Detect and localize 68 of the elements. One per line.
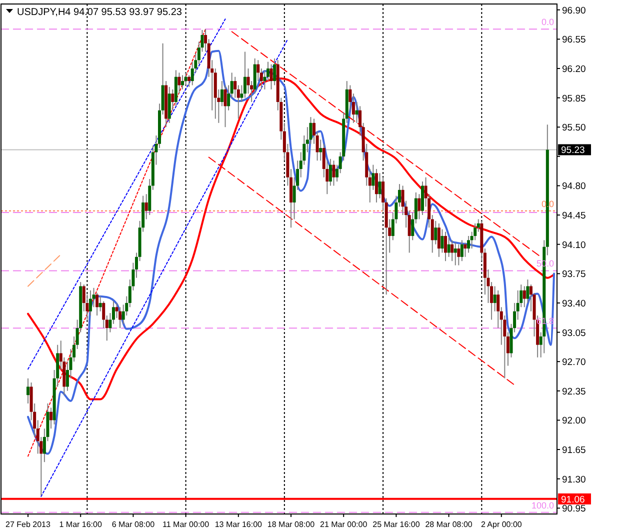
x-tick-label: 21 Mar 00:00: [320, 520, 368, 529]
x-tick-label: 11 Mar 00:00: [162, 520, 210, 529]
y-tick-label: 95.85: [562, 93, 586, 104]
candlestick: [98, 296, 102, 312]
y-tick-label: 92.70: [562, 357, 586, 368]
candlestick: [444, 231, 448, 262]
y-tick-label: 96.90: [562, 5, 586, 16]
y-tick-label: 91.65: [562, 445, 586, 456]
ref-line-label: 91.06: [561, 494, 585, 506]
candlestick: [374, 168, 378, 203]
candlestick: [50, 407, 53, 430]
candlestick: [184, 72, 188, 86]
y-tick-label: 93.75: [562, 269, 586, 280]
candlestick: [270, 64, 273, 90]
y-tick-label: 95.50: [562, 122, 586, 134]
candlestick: [493, 286, 496, 312]
candlestick: [454, 242, 457, 266]
candlestick: [118, 306, 122, 329]
x-tick-label: 2 Apr 00:00: [480, 520, 522, 529]
y-tick-label: 94.10: [562, 240, 586, 251]
candlestick: [467, 235, 470, 254]
y-tick-label: 91.30: [562, 474, 586, 486]
candlestick: [26, 378, 30, 404]
candlestick: [171, 88, 174, 111]
x-tick-label: 28 Mar 08:00: [425, 520, 473, 529]
candlestick: [464, 242, 467, 258]
candlestick: [181, 74, 184, 90]
x-tick-label: 6 Mar 08:00: [112, 520, 156, 529]
x-tick-label: 18 Mar 08:00: [267, 520, 316, 529]
y-tick-label: 92.35: [562, 386, 586, 398]
ref-line-label: 95.23: [561, 145, 585, 156]
y-tick-label: 93.40: [562, 298, 586, 310]
candlestick: [440, 228, 444, 254]
y-tick-label: 90.95: [562, 504, 586, 515]
candlestick: [144, 194, 148, 220]
candlestick: [460, 240, 464, 262]
candlestick: [437, 222, 440, 258]
candlestick: [450, 240, 454, 262]
x-tick-label: 25 Mar 16:00: [372, 520, 420, 529]
y-tick-label: 96.55: [562, 34, 586, 46]
candlestick: [332, 160, 336, 186]
x-tick-label: 13 Mar 16:00: [214, 520, 263, 529]
y-tick-label: 93.05: [562, 328, 586, 339]
x-tick-label: 1 Mar 16:00: [59, 520, 102, 529]
candlestick: [188, 74, 191, 88]
candlestick: [522, 286, 526, 308]
y-tick-label: 94.80: [562, 181, 586, 192]
candlestick: [418, 194, 421, 220]
candlestick: [96, 292, 99, 316]
candlestick: [319, 139, 322, 162]
candlestick: [178, 72, 181, 94]
candlestick: [457, 244, 460, 266]
candlestick: [224, 84, 227, 128]
candlestick: [434, 220, 438, 245]
candlestick: [355, 101, 358, 124]
annotation: 100.0: [531, 500, 554, 510]
line-series: [27, 50, 555, 455]
x-tick-label: 27 Feb 2013: [6, 520, 52, 529]
candlestick: [243, 51, 246, 98]
annotation: 0.0: [541, 17, 554, 28]
y-tick-label: 92.00: [562, 416, 586, 427]
chart-title: USDJPY,H4 94.07 95.53 93.97 95.23: [17, 7, 182, 18]
y-tick-label: 96.20: [562, 64, 586, 75]
candlestick: [273, 58, 276, 86]
candlestick: [88, 290, 92, 316]
y-tick-label: 94.45: [562, 210, 586, 222]
candlestick: [378, 172, 382, 199]
candlestick: [447, 237, 450, 258]
